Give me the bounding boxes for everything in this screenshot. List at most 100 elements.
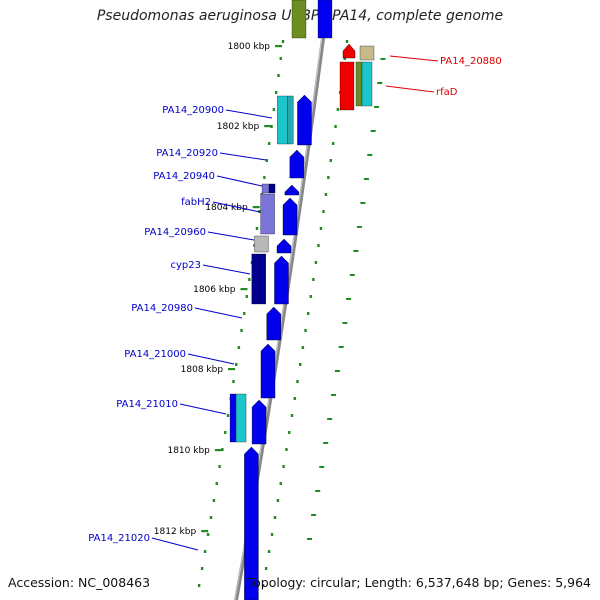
inner-dot-ring	[255, 227, 259, 230]
inner-dot-ring	[206, 533, 210, 536]
outer-dot-ring	[261, 584, 265, 587]
inner-dot-ring	[240, 329, 243, 332]
gene-arrow-red	[342, 43, 356, 59]
scale-dash	[353, 250, 359, 252]
feature-red	[339, 61, 355, 111]
inner-dot-ring	[218, 465, 221, 468]
scale-dash	[334, 370, 340, 372]
scale-dash	[377, 82, 383, 84]
outer-dot-ring	[336, 108, 340, 111]
gene-arrow	[260, 343, 276, 399]
outer-dot-ring	[331, 142, 335, 145]
kbp-tick-label: 1812 kbp	[154, 527, 197, 537]
gene-arrow	[244, 446, 259, 600]
inner-dot-ring	[226, 414, 230, 417]
inner-dot-ring	[272, 108, 276, 111]
outer-dot-ring	[282, 465, 285, 468]
gene-label: PA14_20900	[162, 105, 224, 116]
outer-dot-ring	[317, 244, 320, 247]
gene-label: PA14_21000	[124, 349, 186, 360]
inner-dot-ring	[265, 159, 268, 162]
genome-summary-text: Topology: circular; Length: 6,537,648 bp…	[247, 575, 591, 590]
outer-dot-ring	[327, 176, 330, 179]
scale-dash	[342, 322, 348, 324]
scale-dash	[349, 274, 355, 276]
kbp-tick	[275, 45, 283, 48]
outer-dot-ring	[324, 193, 328, 196]
outer-dot-ring	[299, 363, 302, 366]
gene-arrow	[284, 184, 300, 196]
gene-leader-line	[225, 109, 273, 119]
outer-dot-ring	[322, 210, 325, 213]
scale-dash	[367, 154, 373, 156]
outer-dot-ring	[329, 159, 332, 162]
outer-dot-ring	[345, 40, 349, 43]
gene-label: cyp23	[171, 260, 202, 271]
inner-dot-ring	[237, 346, 241, 349]
scale-dash	[370, 130, 376, 132]
gene-label: fabH2	[181, 197, 211, 208]
inner-dot-ring	[232, 380, 235, 383]
outer-dot-ring	[279, 482, 282, 485]
gene-leader-line	[187, 353, 235, 365]
inner-dot-ring	[263, 176, 266, 179]
gene-arrow	[297, 94, 312, 146]
outer-dot-ring	[319, 227, 323, 230]
outer-dot-ring	[276, 499, 280, 502]
outer-dot-ring	[273, 516, 277, 519]
scale-dash	[323, 442, 329, 444]
inner-dot-ring	[279, 57, 282, 60]
scale-dash	[363, 178, 369, 180]
outer-dot-ring	[270, 533, 274, 536]
inner-dot-ring	[281, 40, 285, 43]
outer-dot-ring	[301, 346, 305, 349]
gene-arrow	[266, 306, 281, 341]
feature-tan	[359, 45, 375, 61]
inner-dot-ring	[221, 448, 224, 451]
scale-dash	[327, 418, 333, 420]
outer-dot-ring	[309, 295, 312, 298]
gene-label: PA14_20980	[131, 303, 193, 314]
inner-dot-ring	[235, 363, 238, 366]
inner-dot-ring	[203, 550, 207, 553]
kbp-tick-label: 1802 kbp	[217, 122, 260, 132]
feature-cyan	[361, 61, 373, 107]
inner-dot-ring	[209, 516, 213, 519]
inner-dot-ring	[270, 125, 273, 128]
outer-dot-ring	[264, 567, 268, 570]
kbp-tick-label: 1810 kbp	[167, 446, 210, 456]
feature-cyan	[235, 393, 247, 443]
feature-olive	[355, 61, 363, 107]
outer-dot-ring	[306, 312, 310, 315]
accession-text: Accession: NC_008463	[8, 575, 151, 590]
scale-dash	[373, 106, 379, 108]
feature-lavender	[260, 193, 275, 235]
scale-dash	[346, 298, 352, 300]
gene-leader-line	[207, 231, 255, 241]
outer-dot-ring	[304, 329, 307, 332]
scale-dash	[360, 202, 366, 204]
gene-arrow	[274, 255, 289, 305]
inner-dot-ring	[242, 312, 246, 315]
kbp-tick	[201, 530, 209, 533]
gene-leader-line	[389, 55, 439, 62]
scale-dash	[311, 514, 317, 516]
scale-dash	[319, 466, 325, 468]
gene-label: PA14_21020	[88, 533, 150, 544]
kbp-tick-label: 1806 kbp	[193, 285, 236, 295]
feature-blue	[229, 393, 237, 443]
gene-arrow	[289, 149, 305, 179]
gene-leader-line	[179, 403, 227, 415]
kbp-tick	[252, 206, 260, 209]
gene-arrow	[317, 0, 333, 39]
feature-olive	[291, 0, 307, 39]
feature-navy	[268, 183, 276, 194]
gene-leader-line	[151, 537, 199, 551]
gene-label: rfaD	[436, 87, 458, 98]
kbp-tick	[214, 449, 222, 452]
kbp-tick	[228, 368, 236, 371]
scale-dash	[315, 490, 321, 492]
outer-dot-ring	[334, 125, 337, 128]
